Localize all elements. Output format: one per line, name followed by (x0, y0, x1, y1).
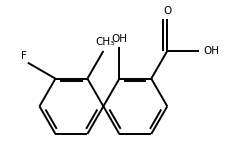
Text: OH: OH (203, 46, 219, 56)
Text: OH: OH (111, 34, 127, 43)
Text: F: F (21, 51, 27, 61)
Text: O: O (163, 6, 171, 16)
Text: CH₃: CH₃ (95, 37, 115, 47)
